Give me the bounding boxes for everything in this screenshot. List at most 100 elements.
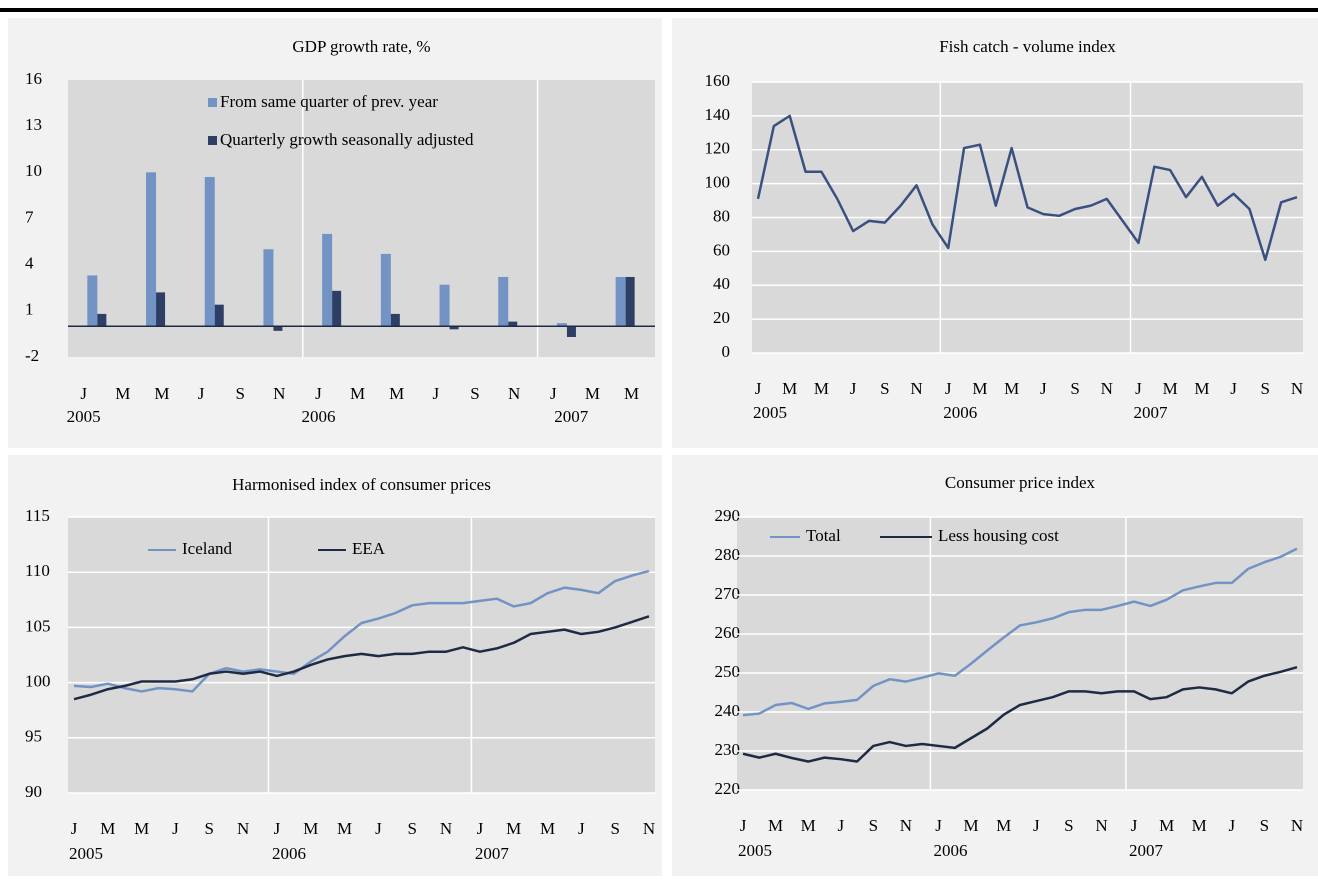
x-tick-label: N	[1291, 816, 1303, 835]
y-tick-label: 13	[25, 115, 42, 134]
x-tick-label: J	[755, 379, 762, 398]
year-label: 2007	[1133, 403, 1168, 422]
x-tick-label: N	[1095, 816, 1107, 835]
y-tick-label: 120	[705, 139, 731, 158]
x-tick-label: M	[115, 384, 130, 403]
y-tick-label: 280	[715, 545, 741, 564]
x-tick-label: M	[1004, 379, 1019, 398]
x-tick-label: M	[801, 816, 816, 835]
year-label: 2005	[753, 403, 787, 422]
bar	[498, 276, 509, 327]
y-tick-label: 40	[713, 274, 730, 293]
year-label: 2005	[69, 844, 103, 863]
x-tick-label: J	[1229, 816, 1236, 835]
data-line	[742, 547, 1298, 717]
x-tick-label: J	[935, 816, 942, 835]
x-tick-label: M	[768, 816, 783, 835]
x-tick-label: S	[1070, 379, 1079, 398]
x-tick-label: J	[550, 384, 557, 403]
x-tick-label: J	[315, 384, 322, 403]
x-tick-label: S	[235, 384, 244, 403]
x-tick-label: M	[337, 819, 352, 838]
x-tick-label: M	[1163, 379, 1178, 398]
x-tick-label: S	[880, 379, 889, 398]
x-tick-label: M	[782, 379, 797, 398]
x-tick-label: S	[470, 384, 479, 403]
bar	[204, 176, 215, 327]
chart-title: Consumer price index	[945, 473, 1096, 492]
chart-title: GDP growth rate, %	[292, 37, 430, 56]
bar	[615, 276, 626, 327]
year-label: 2007	[1129, 841, 1164, 860]
bar	[449, 326, 459, 330]
legend-swatch	[208, 98, 217, 107]
bar	[332, 290, 342, 327]
x-tick-label: J	[740, 816, 747, 835]
y-tick-label: 230	[715, 740, 741, 759]
x-tick-label: M	[996, 816, 1011, 835]
chart-title: Fish catch - volume index	[939, 37, 1116, 56]
y-tick-label: 105	[25, 616, 51, 635]
x-tick-label: M	[506, 819, 521, 838]
x-tick-label: M	[303, 819, 318, 838]
bar	[214, 304, 224, 327]
x-tick-label: M	[1194, 379, 1209, 398]
y-tick-label: 7	[25, 207, 34, 226]
x-tick-label: J	[1135, 379, 1142, 398]
x-tick-label: J	[837, 816, 844, 835]
x-tick-label: M	[154, 384, 169, 403]
bar	[146, 172, 157, 327]
bar	[273, 326, 283, 331]
x-tick-label: J	[1040, 379, 1047, 398]
bar	[97, 313, 107, 327]
x-tick-label: N	[273, 384, 285, 403]
legend-label: Total	[806, 526, 841, 545]
chart-title: Harmonised index of consumer prices	[232, 475, 491, 494]
x-tick-label: S	[869, 816, 878, 835]
x-tick-label: J	[1230, 379, 1237, 398]
x-tick-label: J	[578, 819, 585, 838]
bar	[625, 276, 635, 327]
y-tick-label: 270	[715, 584, 741, 603]
y-tick-label: 80	[713, 206, 730, 225]
bar	[390, 313, 400, 327]
x-tick-label: M	[585, 384, 600, 403]
y-tick-label: 4	[25, 254, 34, 273]
x-tick-label: S	[1261, 379, 1270, 398]
year-label: 2006	[272, 844, 306, 863]
x-tick-label: J	[850, 379, 857, 398]
bar	[87, 275, 98, 327]
bar	[439, 284, 450, 327]
bar	[556, 323, 567, 327]
x-tick-label: J	[1131, 816, 1138, 835]
x-tick-label: N	[1101, 379, 1113, 398]
y-tick-label: 250	[715, 662, 741, 681]
y-tick-label: 115	[25, 506, 50, 525]
legend-label: Iceland	[182, 539, 233, 558]
x-tick-label: J	[71, 819, 78, 838]
x-tick-label: N	[910, 379, 922, 398]
year-label: 2006	[943, 403, 977, 422]
y-tick-label: -2	[25, 346, 39, 365]
x-tick-label: J	[477, 819, 484, 838]
x-tick-label: J	[172, 819, 179, 838]
y-tick-label: 100	[705, 173, 731, 192]
x-tick-label: N	[508, 384, 520, 403]
legend-label: Less housing cost	[938, 526, 1059, 545]
y-tick-label: 240	[715, 701, 741, 720]
bar	[322, 233, 333, 327]
x-tick-label: M	[100, 819, 115, 838]
y-tick-label: 95	[25, 727, 42, 746]
x-tick-label: J	[1033, 816, 1040, 835]
y-tick-label: 0	[722, 342, 731, 361]
x-tick-label: N	[440, 819, 452, 838]
x-tick-label: J	[375, 819, 382, 838]
x-tick-label: J	[433, 384, 440, 403]
y-tick-label: 110	[25, 561, 50, 580]
data-line	[742, 665, 1298, 763]
x-tick-label: N	[1291, 379, 1303, 398]
x-tick-label: S	[610, 819, 619, 838]
year-label: 2007	[554, 407, 589, 426]
x-tick-label: S	[1064, 816, 1073, 835]
